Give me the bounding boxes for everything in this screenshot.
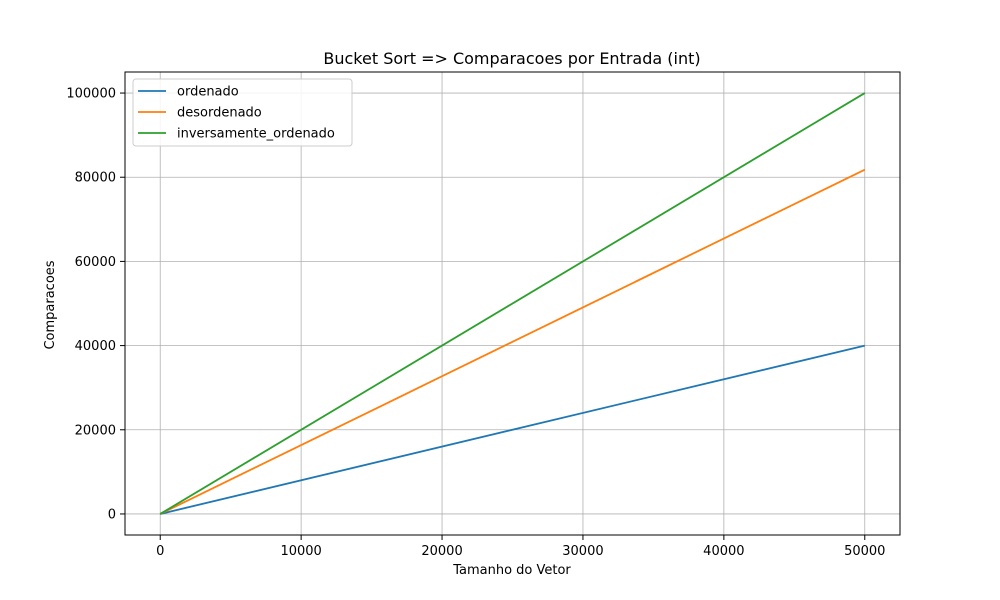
series-line-ordenado — [160, 344, 865, 515]
x-axis: 0 10000 20000 30000 40000 50000 — [156, 535, 885, 559]
series-line-desordenado — [159, 168, 866, 515]
legend-label: desordenado — [177, 106, 262, 121]
x-axis-label: Tamanho do Vetor — [452, 563, 571, 578]
y-tick-label: 100000 — [66, 87, 116, 102]
series-group — [159, 92, 866, 515]
y-tick-label: 60000 — [75, 255, 116, 270]
y-tick-label: 20000 — [75, 423, 116, 438]
y-tick-label: 40000 — [75, 339, 116, 354]
legend: ordenado desordenado inversamente_ordenado — [132, 78, 353, 147]
legend-label: inversamente_ordenado — [177, 127, 335, 142]
chart-title: Bucket Sort => Comparacoes por Entrada (… — [323, 49, 700, 68]
x-tick-label: 30000 — [562, 544, 603, 559]
x-tick-label: 10000 — [280, 544, 321, 559]
y-axis: 0 20000 40000 60000 80000 100000 — [66, 87, 125, 522]
legend-box — [132, 78, 353, 147]
y-tick-label: 80000 — [75, 171, 116, 186]
x-tick-label: 0 — [156, 544, 164, 559]
x-tick-label: 40000 — [703, 544, 744, 559]
x-tick-label: 50000 — [844, 544, 885, 559]
y-tick-label: 0 — [108, 507, 116, 522]
x-tick-label: 20000 — [421, 544, 462, 559]
plot-frame — [124, 71, 901, 536]
y-axis-label: Comparacoes — [43, 260, 58, 349]
legend-label: ordenado — [177, 85, 239, 100]
series-line-inversamente_ordenado — [159, 92, 866, 515]
